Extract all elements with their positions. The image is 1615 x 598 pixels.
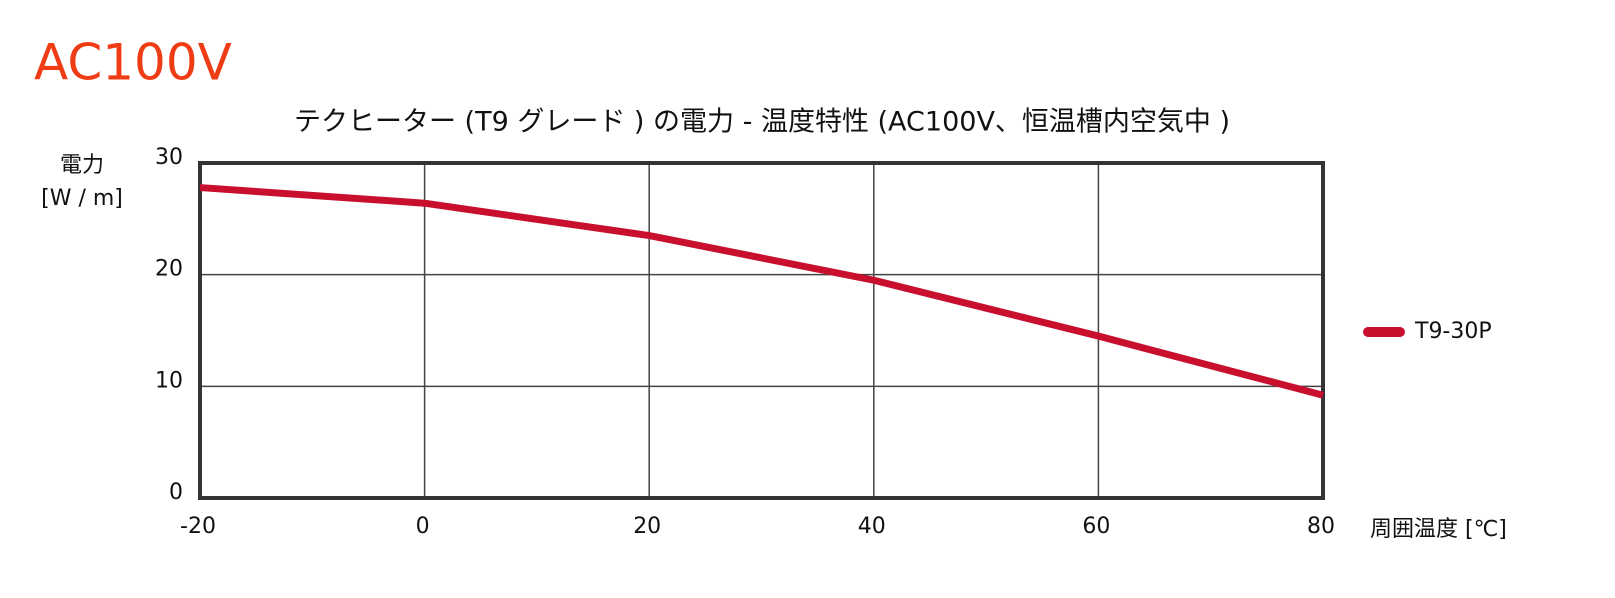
- y-tick-label: 10: [155, 368, 183, 393]
- x-tick-label: 0: [416, 514, 430, 539]
- x-tick-label: 40: [858, 514, 886, 539]
- y-axis-label: 電力: [60, 153, 104, 178]
- y-tick-label: 20: [155, 257, 183, 282]
- x-axis-label: 周囲温度 [℃]: [1370, 517, 1507, 542]
- legend-label: T9-30P: [1414, 319, 1492, 344]
- y-tick-label: 30: [155, 145, 183, 170]
- data-line: [199, 184, 1324, 399]
- x-tick-label: 60: [1082, 514, 1110, 539]
- x-tick-label: -20: [180, 514, 216, 539]
- chart-title: テクヒーター (T9 グレード ) の電力 - 温度特性 (AC100V、恒温槽…: [294, 107, 1230, 138]
- x-tick-label: 20: [633, 514, 661, 539]
- plot-frame: [198, 161, 1325, 500]
- y-tick-label: 0: [169, 480, 183, 505]
- y-axis-unit: [W / m]: [41, 186, 123, 211]
- page-header: AC100V: [34, 34, 232, 92]
- x-tick-label: 80: [1307, 514, 1335, 539]
